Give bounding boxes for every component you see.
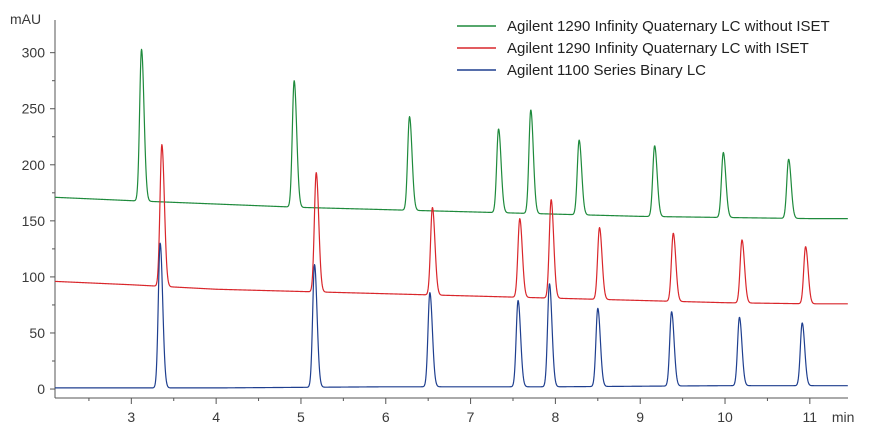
legend-label-3: Agilent 1100 Series Binary LC (507, 62, 706, 79)
y-axis-unit-label: mAU (10, 11, 41, 27)
y-tick-label: 250 (22, 101, 46, 117)
x-tick-label: 9 (636, 409, 644, 425)
y-tick-label: 300 (22, 45, 46, 61)
x-tick-label: 5 (297, 409, 305, 425)
x-tick-label: 4 (212, 409, 220, 425)
x-axis-unit-label: min (832, 409, 855, 425)
legend: Agilent 1290 Infinity Quaternary LC with… (457, 18, 830, 79)
series-line-3 (54, 242, 849, 389)
y-tick-label: 100 (22, 269, 46, 285)
x-tick-label: 11 (803, 409, 818, 425)
x-tick-label: 10 (717, 409, 733, 425)
x-tick-label: 8 (551, 409, 559, 425)
x-tick-label: 6 (382, 409, 390, 425)
series-line-2 (54, 144, 849, 305)
x-tick-label: 7 (467, 409, 475, 425)
x-axis: 3 4 5 6 7 8 9 10 11 min (55, 397, 855, 425)
y-tick-label: 50 (29, 325, 45, 341)
y-axis: 0 50 100 150 200 250 300 (22, 20, 56, 398)
y-tick-label: 200 (22, 157, 46, 173)
chromatogram-traces (54, 48, 849, 389)
legend-label-2: Agilent 1290 Infinity Quaternary LC with… (507, 40, 809, 57)
y-tick-label: 150 (22, 213, 46, 229)
y-tick-label: 0 (37, 381, 45, 397)
x-tick-label: 3 (127, 409, 135, 425)
series-line-1 (54, 48, 849, 220)
legend-label-1: Agilent 1290 Infinity Quaternary LC with… (507, 18, 830, 35)
